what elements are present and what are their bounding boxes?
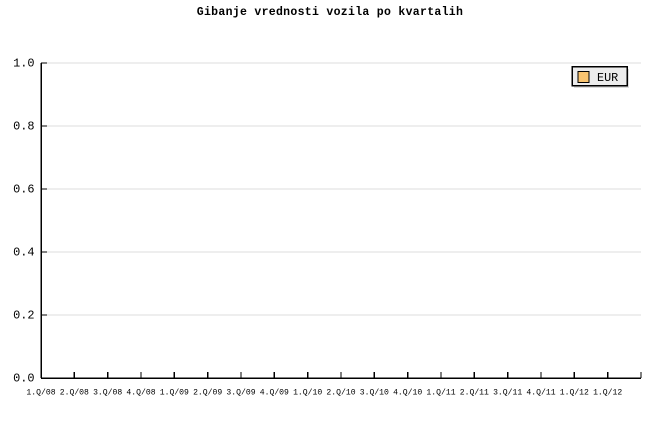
svg-text:4.Q/10: 4.Q/10 [393,389,422,398]
svg-text:2.Q/11: 2.Q/11 [460,389,489,398]
svg-text:3.Q/10: 3.Q/10 [360,389,389,398]
svg-text:1.Q/11: 1.Q/11 [426,389,455,398]
svg-text:1.Q/08: 1.Q/08 [26,389,55,398]
svg-text:1.Q/12: 1.Q/12 [560,389,589,398]
svg-text:3.Q/08: 3.Q/08 [93,389,122,398]
svg-text:1.Q/10: 1.Q/10 [293,389,322,398]
svg-text:0.8: 0.8 [13,120,34,134]
svg-text:3.Q/09: 3.Q/09 [226,389,255,398]
svg-text:4.Q/11: 4.Q/11 [526,389,555,398]
svg-text:2.Q/10: 2.Q/10 [326,389,355,398]
svg-text:1.Q/12: 1.Q/12 [593,389,622,398]
svg-text:0.0: 0.0 [13,372,34,386]
svg-text:2.Q/08: 2.Q/08 [60,389,89,398]
svg-text:0.6: 0.6 [13,183,34,197]
svg-text:3.Q/11: 3.Q/11 [493,389,522,398]
svg-text:0.4: 0.4 [13,246,34,260]
svg-text:EUR: EUR [597,71,618,85]
svg-text:0.2: 0.2 [13,309,34,323]
svg-text:4.Q/09: 4.Q/09 [260,389,289,398]
svg-text:1.Q/09: 1.Q/09 [160,389,189,398]
svg-text:1.0: 1.0 [13,57,34,71]
svg-text:4.Q/08: 4.Q/08 [126,389,155,398]
svg-text:2.Q/09: 2.Q/09 [193,389,222,398]
